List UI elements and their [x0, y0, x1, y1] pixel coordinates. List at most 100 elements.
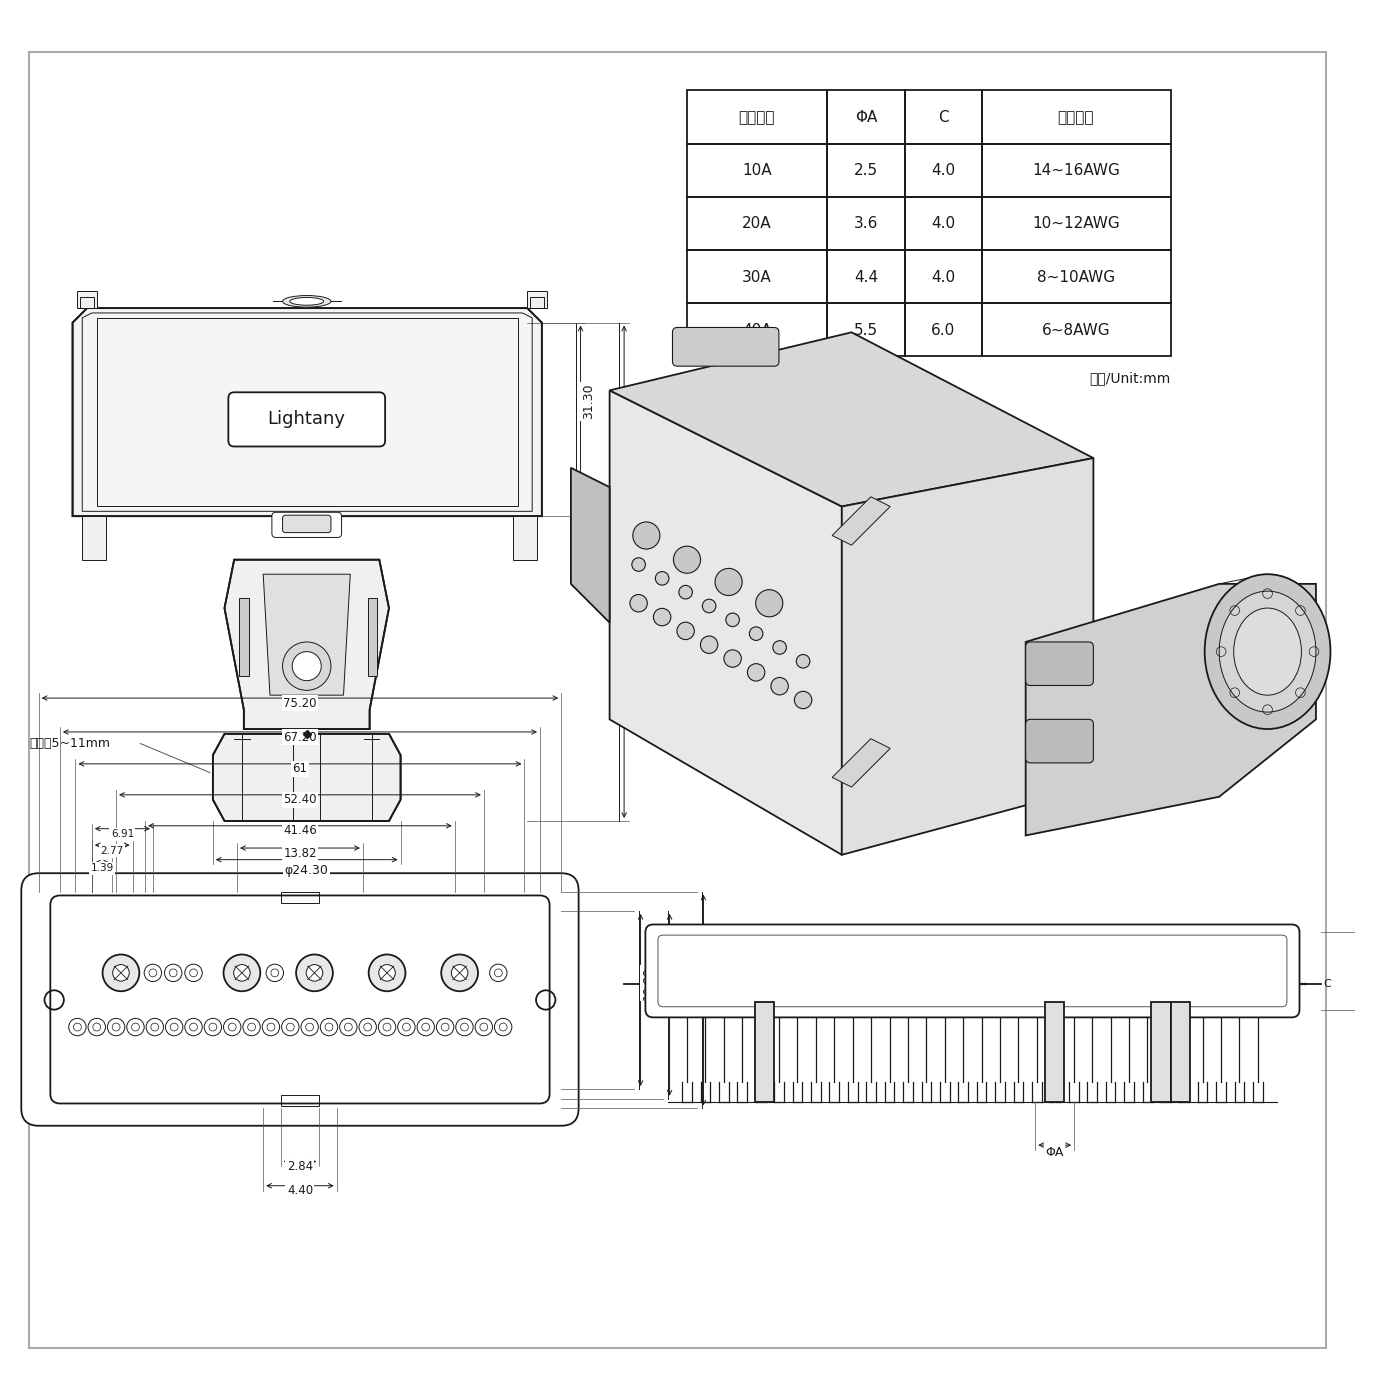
Text: 30A: 30A — [742, 270, 771, 284]
Bar — [755, 1002, 774, 1102]
Bar — [687, 251, 827, 304]
Circle shape — [92, 1023, 101, 1030]
Circle shape — [281, 1018, 300, 1036]
Text: 4.4: 4.4 — [854, 270, 878, 284]
FancyBboxPatch shape — [50, 896, 550, 1103]
Text: φ24.30: φ24.30 — [284, 864, 329, 876]
Circle shape — [441, 955, 477, 991]
Bar — [687, 91, 827, 144]
Circle shape — [797, 655, 809, 668]
Circle shape — [724, 650, 742, 668]
Circle shape — [494, 1018, 512, 1036]
Text: 14~16AWG: 14~16AWG — [1032, 164, 1120, 178]
Circle shape — [631, 557, 645, 571]
Bar — [1151, 1002, 1170, 1102]
Bar — [983, 251, 1170, 304]
Bar — [687, 144, 827, 197]
Circle shape — [441, 1023, 449, 1030]
Text: 41.46: 41.46 — [283, 825, 316, 837]
Circle shape — [490, 965, 507, 981]
Circle shape — [475, 1018, 493, 1036]
FancyBboxPatch shape — [1026, 720, 1093, 763]
Text: 10.90: 10.90 — [641, 966, 655, 1000]
Circle shape — [102, 955, 140, 991]
Bar — [904, 144, 983, 197]
Circle shape — [679, 585, 693, 599]
Bar — [368, 598, 378, 676]
Text: 1.39: 1.39 — [91, 864, 113, 874]
Text: 线材规格: 线材规格 — [1058, 111, 1095, 125]
Circle shape — [417, 1018, 434, 1036]
Bar — [512, 517, 538, 560]
Circle shape — [295, 955, 333, 991]
Text: 20A: 20A — [742, 217, 771, 231]
Circle shape — [144, 965, 161, 981]
Polygon shape — [1026, 584, 1316, 836]
Circle shape — [266, 965, 284, 981]
Circle shape — [655, 571, 669, 585]
Bar — [827, 197, 904, 251]
Circle shape — [189, 969, 197, 977]
Circle shape — [461, 1023, 469, 1030]
Bar — [827, 251, 904, 304]
Text: 6.0: 6.0 — [931, 323, 956, 337]
Circle shape — [402, 1023, 410, 1030]
Circle shape — [73, 1023, 81, 1030]
Circle shape — [456, 1018, 473, 1036]
Circle shape — [242, 1018, 260, 1036]
Circle shape — [700, 636, 718, 654]
Bar — [687, 197, 827, 251]
Circle shape — [673, 546, 700, 573]
Polygon shape — [263, 574, 350, 696]
Circle shape — [364, 1023, 371, 1030]
Polygon shape — [832, 739, 890, 787]
Circle shape — [398, 1018, 416, 1036]
Bar — [983, 91, 1170, 144]
Text: 2.84: 2.84 — [287, 1161, 314, 1173]
Circle shape — [287, 1023, 294, 1030]
FancyBboxPatch shape — [283, 515, 330, 532]
Text: 31.30: 31.30 — [582, 384, 595, 420]
Circle shape — [703, 599, 715, 613]
Circle shape — [209, 1023, 217, 1030]
Circle shape — [267, 1023, 274, 1030]
Bar — [983, 144, 1170, 197]
Bar — [1044, 1002, 1064, 1102]
Circle shape — [321, 1018, 337, 1036]
Text: 52.40: 52.40 — [283, 794, 316, 806]
Text: 3.6: 3.6 — [854, 217, 878, 231]
Circle shape — [204, 1018, 221, 1036]
Text: 出线呆5~11mm: 出线呆5~11mm — [29, 736, 111, 750]
Circle shape — [500, 1023, 507, 1030]
Text: 81.30: 81.30 — [626, 536, 638, 571]
Circle shape — [748, 664, 764, 680]
Circle shape — [112, 965, 129, 981]
Circle shape — [148, 969, 157, 977]
FancyBboxPatch shape — [645, 924, 1299, 1018]
Text: Lightany: Lightany — [267, 410, 346, 428]
Circle shape — [132, 1023, 140, 1030]
Polygon shape — [609, 391, 841, 855]
Circle shape — [262, 1018, 280, 1036]
Circle shape — [384, 1023, 391, 1030]
Circle shape — [301, 1018, 318, 1036]
Bar — [827, 304, 904, 357]
Text: 5.5: 5.5 — [854, 323, 878, 337]
Text: 10~12AWG: 10~12AWG — [1032, 217, 1120, 231]
Bar — [239, 598, 249, 676]
Polygon shape — [213, 734, 400, 820]
Circle shape — [715, 568, 742, 595]
Text: C: C — [938, 111, 949, 125]
Ellipse shape — [1219, 591, 1316, 713]
Circle shape — [228, 1023, 237, 1030]
Circle shape — [112, 1023, 120, 1030]
Circle shape — [749, 627, 763, 640]
Polygon shape — [609, 332, 1093, 507]
Circle shape — [340, 1018, 357, 1036]
Text: ΦA: ΦA — [855, 111, 878, 125]
Text: ΦA: ΦA — [1046, 1145, 1064, 1159]
Text: 61: 61 — [293, 763, 308, 776]
Bar — [531, 297, 543, 308]
Bar — [77, 291, 97, 308]
Text: 4.40: 4.40 — [287, 1184, 314, 1197]
